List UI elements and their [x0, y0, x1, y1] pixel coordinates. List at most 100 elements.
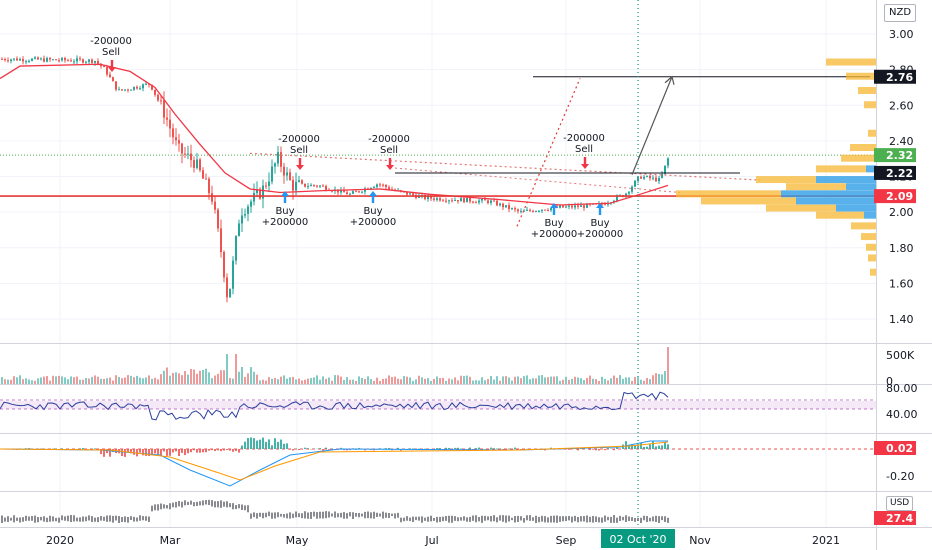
volume-bar	[373, 380, 375, 384]
volume-bar	[292, 376, 294, 384]
volume-bar	[379, 380, 381, 384]
time-tick-label: Sep	[556, 534, 577, 547]
candle	[244, 208, 246, 219]
projection-arrow-head	[664, 75, 675, 85]
volume-bar	[364, 378, 366, 384]
volume-bar	[160, 374, 162, 384]
volume-bar	[451, 379, 453, 384]
candle-body	[157, 94, 159, 101]
volume-bar	[235, 354, 237, 384]
candle-body	[451, 200, 453, 202]
candle-body	[625, 193, 627, 197]
macd-histogram-bar	[196, 449, 198, 453]
volume-bar	[382, 378, 384, 384]
candle-body	[178, 140, 180, 144]
macd-histogram-bar	[568, 449, 570, 450]
candle	[247, 204, 249, 222]
volume-bar	[202, 369, 204, 384]
candle	[262, 179, 264, 209]
candle	[649, 174, 651, 181]
macd-histogram-bar	[457, 447, 459, 449]
volume-bar	[499, 380, 501, 384]
macd-histogram-bar	[625, 441, 627, 449]
macd-histogram-bar	[124, 449, 126, 457]
candle	[316, 184, 318, 188]
macd-histogram-bar	[175, 449, 177, 452]
candle	[499, 202, 501, 207]
volume-bar	[664, 371, 666, 384]
volume-bar	[241, 366, 243, 384]
macd-histogram-bar	[286, 443, 288, 449]
volume-bar	[100, 378, 102, 384]
currency-selector[interactable]: NZD	[884, 4, 917, 22]
candle-body	[634, 180, 636, 187]
volume-bar	[637, 377, 639, 384]
candle-body	[439, 198, 441, 201]
candle-body	[277, 152, 279, 164]
macd-histogram-bar	[157, 449, 159, 455]
candle-body	[118, 89, 120, 91]
macd-histogram-bar	[667, 444, 669, 449]
macd-histogram-bar	[247, 438, 249, 449]
rsi-tick-label: 40.00	[886, 408, 918, 421]
candle	[283, 162, 285, 184]
candle-body	[190, 153, 192, 161]
trade-marker-sell	[386, 158, 394, 170]
candle	[76, 55, 78, 65]
candle	[43, 55, 45, 63]
candle-body	[61, 58, 63, 61]
fx-tag-label: 27.4	[886, 512, 913, 525]
candle-body	[325, 186, 327, 190]
candle	[61, 57, 63, 62]
candle	[658, 175, 660, 185]
macd-histogram-bar	[145, 449, 147, 456]
candle-body	[664, 165, 666, 174]
candle	[136, 85, 138, 90]
volume-bar	[1, 377, 3, 384]
volume-bar	[223, 370, 225, 384]
candle-body	[373, 186, 375, 188]
candle	[16, 56, 18, 61]
volume-bar	[595, 379, 597, 384]
candle	[13, 58, 15, 62]
macd-histogram-bar	[649, 444, 651, 449]
price-tick-label: 2.40	[889, 135, 914, 148]
volume-bar	[469, 376, 471, 384]
volume-bar	[58, 375, 60, 384]
volume-bar	[484, 380, 486, 384]
volume-bar	[355, 380, 357, 384]
volume-bar	[40, 377, 42, 384]
secondary-currency-label[interactable]: USD	[886, 496, 914, 511]
candle	[661, 171, 663, 179]
candle	[172, 123, 174, 145]
volume-bar	[370, 379, 372, 384]
volume-bar	[658, 373, 660, 384]
macd-histogram-bar	[550, 447, 552, 449]
volume-bar	[613, 375, 615, 384]
rsi-tick-label: 80.00	[886, 382, 918, 395]
candle-body	[28, 60, 30, 62]
macd-histogram-bar	[148, 449, 150, 457]
volume-bar	[427, 378, 429, 384]
candle-body	[124, 89, 126, 91]
volume-bar	[169, 375, 171, 384]
candle	[349, 192, 351, 196]
volume-bar	[238, 371, 240, 384]
macd-histogram-bar	[193, 449, 195, 451]
candle-body	[49, 58, 51, 60]
volume-bar	[109, 377, 111, 384]
candle	[31, 57, 33, 62]
candle	[433, 196, 435, 202]
candle	[454, 197, 456, 201]
candle-body	[616, 195, 618, 201]
candle-body	[478, 200, 480, 203]
candle	[274, 162, 276, 174]
candle-body	[121, 89, 123, 91]
candle-body	[349, 193, 351, 195]
time-tick-label: 2021	[812, 534, 840, 547]
candle-body	[466, 197, 468, 203]
candle	[199, 157, 201, 173]
macd-histogram-bar	[388, 447, 390, 449]
candle-body	[505, 205, 507, 208]
